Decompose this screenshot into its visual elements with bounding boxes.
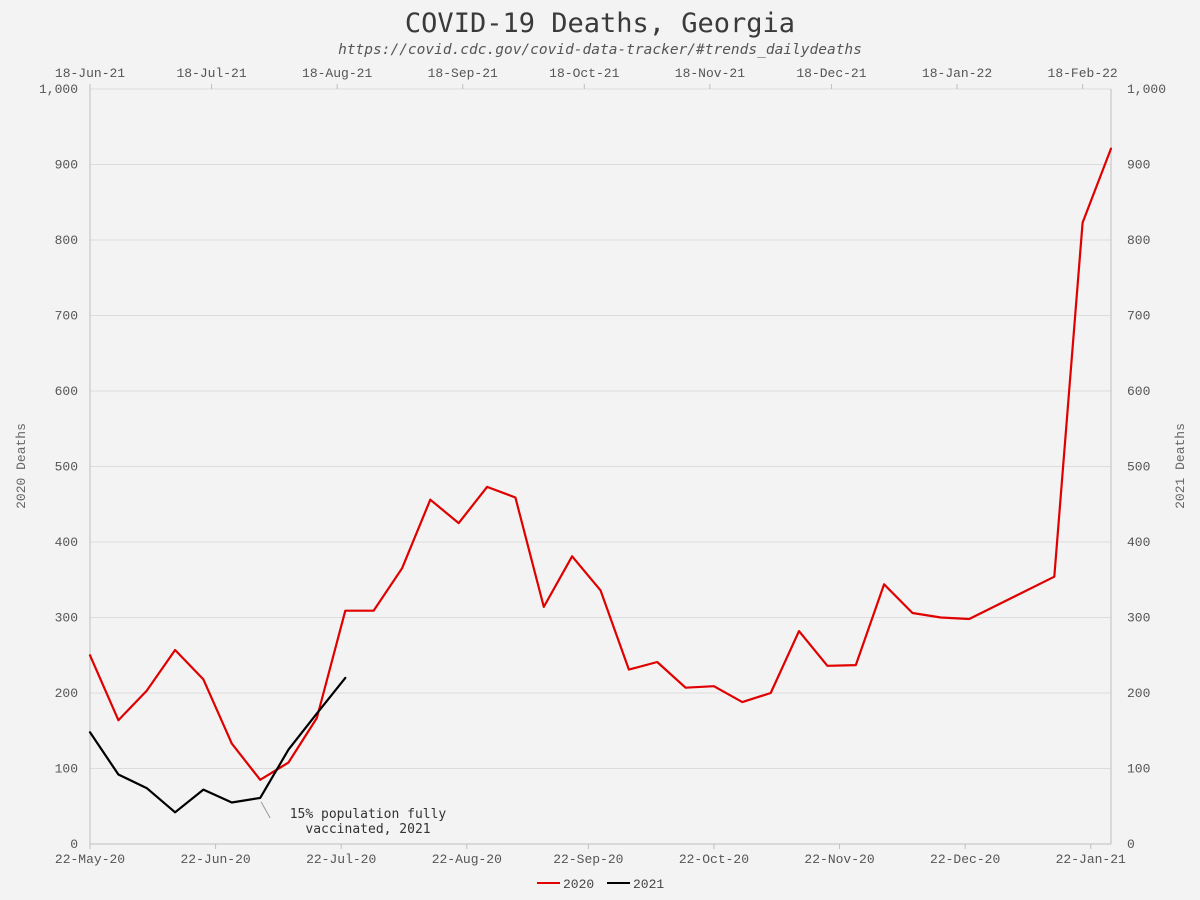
chart-title: COVID-19 Deaths, Georgia xyxy=(405,8,795,39)
y-tick-left-500: 500 xyxy=(55,460,78,475)
y-tick-left-900: 900 xyxy=(55,158,78,173)
x-tick-top-4: 18-Oct-21 xyxy=(549,66,619,81)
y-tick-right-300: 300 xyxy=(1127,611,1150,626)
x-tick-top-6: 18-Dec-21 xyxy=(796,66,866,81)
annotation-leader-line xyxy=(260,801,271,819)
x-tick-bottom-4: 22-Sep-20 xyxy=(553,852,623,867)
legend-label-2020: 2020 xyxy=(563,877,594,892)
x-tick-bottom-8: 22-Jan-21 xyxy=(1056,852,1126,867)
y-tick-left-300: 300 xyxy=(55,611,78,626)
annotation-line-1: 15% population fully xyxy=(290,807,447,822)
x-tick-top-8: 18-Feb-22 xyxy=(1048,66,1118,81)
y-tick-right-200: 200 xyxy=(1127,686,1150,701)
y-tick-left-700: 700 xyxy=(55,309,78,324)
x-tick-top-3: 18-Sep-21 xyxy=(428,66,498,81)
series-line-2021 xyxy=(88,676,347,814)
y-axis-label-left: 2020 Deaths xyxy=(14,423,29,509)
x-tick-bottom-3: 22-Aug-20 xyxy=(432,852,502,867)
x-tick-bottom-6: 22-Nov-20 xyxy=(804,852,874,867)
x-tick-bottom-1: 22-Jun-20 xyxy=(180,852,250,867)
y-tick-right-0: 0 xyxy=(1127,837,1135,852)
x-tick-top-0: 18-Jun-21 xyxy=(55,66,125,81)
y-tick-right-800: 800 xyxy=(1127,233,1150,248)
y-tick-right-500: 500 xyxy=(1127,460,1150,475)
y-tick-right-100: 100 xyxy=(1127,762,1150,777)
y-tick-right-700: 700 xyxy=(1127,309,1150,324)
y-tick-left-200: 200 xyxy=(55,686,78,701)
y-tick-left-100: 100 xyxy=(55,762,78,777)
y-tick-left-0: 0 xyxy=(70,837,78,852)
x-tick-top-1: 18-Jul-21 xyxy=(176,66,246,81)
x-tick-top-7: 18-Jan-22 xyxy=(922,66,992,81)
y-tick-right-1000: 1,000 xyxy=(1127,82,1166,97)
x-tick-top-2: 18-Aug-21 xyxy=(302,66,372,81)
y-tick-left-800: 800 xyxy=(55,233,78,248)
series-line-2020 xyxy=(88,147,1113,781)
x-tick-bottom-2: 22-Jul-20 xyxy=(306,852,376,867)
y-tick-left-400: 400 xyxy=(55,535,78,550)
y-tick-right-400: 400 xyxy=(1127,535,1150,550)
legend: 2020 2021 xyxy=(537,877,664,892)
y-tick-right-900: 900 xyxy=(1127,158,1150,173)
annotation-line-2: vaccinated, 2021 xyxy=(305,822,430,837)
chart-subtitle: https://covid.cdc.gov/covid-data-tracker… xyxy=(338,42,862,58)
y-tick-right-600: 600 xyxy=(1127,384,1150,399)
x-tick-top-5: 18-Nov-21 xyxy=(675,66,745,81)
x-tick-bottom-0: 22-May-20 xyxy=(55,852,125,867)
x-tick-bottom-7: 22-Dec-20 xyxy=(930,852,1000,867)
legend-label-2021: 2021 xyxy=(633,877,664,892)
x-tick-bottom-5: 22-Oct-20 xyxy=(679,852,749,867)
y-tick-left-1000: 1,000 xyxy=(39,82,78,97)
y-tick-left-600: 600 xyxy=(55,384,78,399)
y-axis-label-right: 2021 Deaths xyxy=(1173,423,1188,509)
